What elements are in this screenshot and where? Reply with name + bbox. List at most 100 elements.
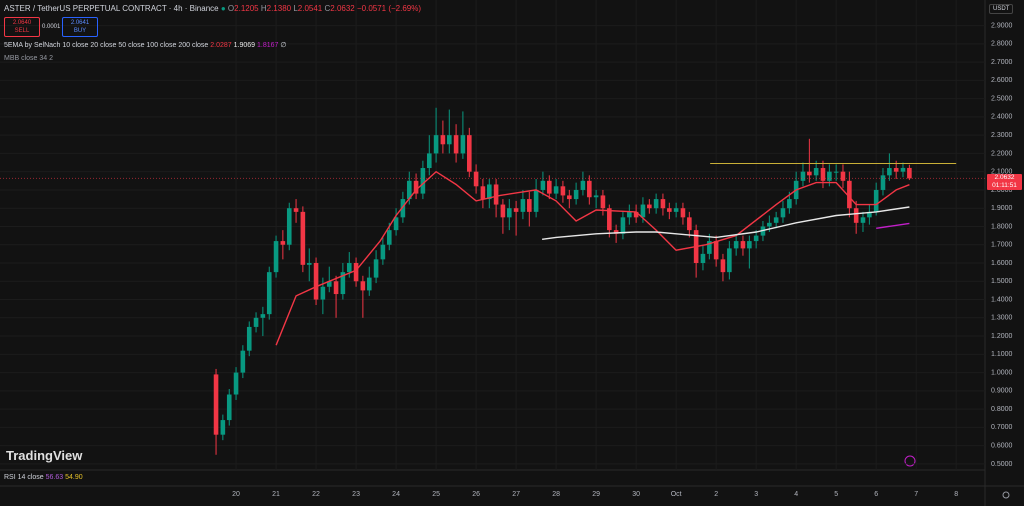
candle-body [593, 195, 599, 198]
sell-label: SELL [14, 28, 30, 34]
y-tick-label: 0.9000 [991, 388, 1013, 395]
rsi-legend: RSI 14 close 56.63 54.90 [4, 474, 83, 481]
candle-body [660, 199, 666, 209]
candle-body [533, 189, 539, 212]
candle-body [620, 217, 626, 234]
y-tick-label: 1.1000 [991, 351, 1013, 358]
candle-body [500, 204, 506, 218]
x-tick-label: 26 [472, 491, 480, 498]
candle-body [600, 195, 606, 209]
candle-body [653, 199, 659, 209]
y-tick-label: 1.8000 [991, 223, 1013, 230]
y-tick-label: 1.7000 [991, 242, 1013, 249]
buy-button[interactable]: 2.0641 BUY [62, 17, 98, 37]
currency-selector[interactable]: USDT [989, 4, 1014, 14]
x-tick-label: 30 [632, 491, 640, 498]
ohlc-value: 2.0632 [330, 4, 355, 13]
y-tick-label: 2.2000 [991, 150, 1013, 157]
candle-body [366, 277, 372, 291]
candle-body [787, 199, 792, 209]
y-tick-label: 1.2000 [991, 333, 1013, 340]
ema-value: 2.0287 [210, 42, 232, 49]
y-tick-label: 2.5000 [991, 95, 1013, 102]
sell-button[interactable]: 2.0640 SELL [4, 17, 40, 37]
y-tick-label: 0.7000 [991, 424, 1013, 431]
candle-body [907, 167, 912, 179]
y-tick-label: 2.7000 [991, 59, 1013, 66]
rsi-title: RSI 14 close [4, 474, 44, 481]
x-tick-label: 6 [874, 491, 878, 498]
candle-body [607, 208, 612, 231]
y-tick-label: 0.5000 [991, 461, 1013, 468]
ema-value: ∅ [280, 42, 287, 49]
ohlc-label: O [227, 4, 235, 13]
y-tick-label: 2.6000 [991, 77, 1013, 84]
x-tick-label: 7 [914, 491, 918, 498]
candle-body [800, 171, 806, 181]
candle-body [820, 168, 826, 181]
candle-body [767, 222, 772, 227]
candle-body [587, 180, 592, 198]
y-tick-label: 1.3000 [991, 315, 1013, 322]
mbb-legend: MBB close 34 2 [4, 55, 54, 62]
ohlc-label: H [260, 4, 267, 13]
candle-body [567, 195, 572, 200]
moving-average [876, 222, 910, 229]
candle-body [393, 217, 399, 231]
candle-body [667, 208, 672, 212]
candle-body [753, 235, 759, 242]
candle-body [246, 326, 252, 351]
x-tick-label: 24 [392, 491, 400, 498]
candle-body [527, 199, 532, 212]
candle-body [513, 208, 519, 212]
x-tick-label: 29 [592, 491, 600, 498]
x-tick-label: Oct [671, 491, 682, 498]
candle-body [640, 204, 646, 218]
ema-value: 1.8167 [257, 42, 279, 49]
spread: 0.0001 [42, 24, 61, 30]
price-tag: 2.0632 01:11:51 [987, 174, 1022, 191]
candle-body [860, 217, 866, 223]
candle-body [893, 168, 899, 172]
price-tag-price: 2.0632 [994, 174, 1015, 182]
candle-body [647, 204, 652, 209]
y-tick-label: 1.6000 [991, 260, 1013, 267]
price-tag-countdown: 01:11:51 [992, 182, 1017, 190]
candle-body [747, 241, 752, 249]
y-tick-label: 1.9000 [991, 205, 1013, 212]
candle-body [493, 184, 499, 205]
y-tick-label: 2.1000 [991, 169, 1013, 176]
candle-body [213, 374, 219, 435]
settings-icon[interactable] [1002, 491, 1010, 499]
rsi-value: 54.90 [65, 474, 83, 481]
x-tick-label: 22 [312, 491, 320, 498]
candle-body [887, 168, 892, 176]
candle-body [873, 189, 879, 212]
rsi-value: 56.63 [45, 474, 64, 481]
y-tick-label: 1.5000 [991, 278, 1013, 285]
y-tick-label: 2.4000 [991, 114, 1013, 121]
x-tick-label: 23 [352, 491, 360, 498]
moving-average [275, 170, 910, 346]
candle-body [813, 168, 819, 176]
candle-body [707, 241, 712, 254]
candle-body [700, 253, 706, 264]
candle-body [240, 350, 246, 373]
alert-icon[interactable] [904, 455, 916, 467]
candle-body [226, 394, 232, 421]
moving-average [542, 206, 910, 240]
ohlc-value: 2.1380 [266, 4, 292, 13]
candle-body [353, 263, 359, 282]
symbol-header: ASTER / TetherUS PERPETUAL CONTRACT · 4h… [4, 4, 421, 13]
candle-body [460, 135, 466, 154]
candle-body [406, 180, 412, 200]
x-tick-label: 4 [794, 491, 798, 498]
ema-title: 5EMA by SelNach 10 close 20 close 50 clo… [4, 42, 209, 49]
candle-body [580, 180, 586, 190]
candle-body [867, 211, 872, 218]
candle-body [633, 211, 639, 218]
x-tick-label: 28 [552, 491, 560, 498]
candle-body [386, 230, 392, 245]
y-tick-label: 1.0000 [991, 369, 1013, 376]
